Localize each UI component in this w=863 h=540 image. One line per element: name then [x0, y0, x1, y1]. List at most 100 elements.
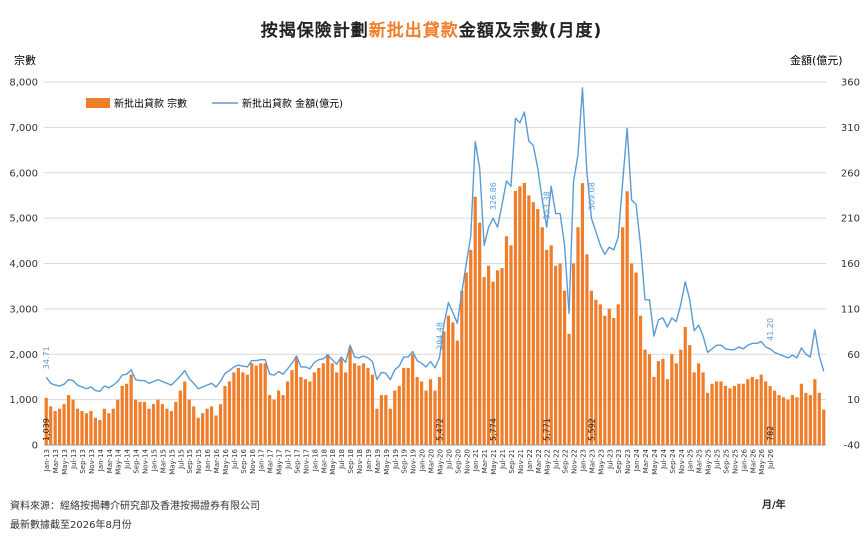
legend-line-label: 新批出貸款 金額(億元): [242, 97, 343, 110]
x-tick-label: Sep-14: [133, 448, 141, 473]
bar: [147, 408, 151, 445]
x-tick-label: Jul-15: [177, 449, 185, 470]
left-tick-label: 5,000: [9, 214, 38, 225]
bar: [196, 417, 200, 445]
right-tick-label: 10: [847, 395, 860, 406]
bar: [111, 408, 115, 445]
x-tick-label: May-20: [436, 449, 444, 475]
bar: [813, 379, 817, 445]
bar: [303, 379, 308, 445]
bar: [607, 308, 611, 445]
bar: [330, 363, 334, 445]
bar: [259, 363, 263, 445]
bar: [209, 406, 214, 445]
bar: [151, 404, 156, 445]
bar: [571, 263, 576, 445]
right-tick-label: 110: [841, 304, 860, 315]
x-tick-label: Mar-24: [642, 448, 650, 473]
x-tick-label: Mar-25: [696, 449, 704, 473]
x-tick-label: Jul-21: [499, 449, 507, 470]
bar: [285, 381, 290, 445]
bar: [598, 304, 602, 445]
x-tick-label: Nov-16: [249, 448, 257, 473]
line-value-label: 41.20: [766, 318, 775, 341]
right-tick-label: 310: [841, 123, 860, 134]
axes: 0 -40 1,000 10 2,000 60 3,000 110 4,000 160 5,000 2…: [9, 78, 860, 475]
bar: [509, 245, 513, 445]
bar: [317, 367, 321, 445]
bar: [393, 390, 397, 445]
bar: [670, 354, 674, 445]
bar: [728, 388, 732, 445]
x-tick-label: Jan-20: [419, 449, 427, 472]
x-tick-label: Sep-13: [79, 449, 87, 474]
bar: [603, 315, 607, 445]
x-tick-label: May-24: [651, 448, 659, 474]
bar: [741, 383, 745, 445]
bar: [379, 395, 383, 445]
x-tick-label: Mar-13: [52, 449, 60, 473]
bar: [478, 222, 482, 445]
bar: [504, 236, 509, 445]
bar: [227, 381, 232, 445]
bar: [661, 358, 665, 445]
bar: [370, 374, 375, 445]
bar: [768, 386, 772, 445]
x-tick-label: Sep-24: [669, 448, 677, 473]
bar: [93, 417, 97, 445]
bar: [281, 395, 285, 445]
bar: [822, 409, 826, 445]
bar: [469, 249, 473, 445]
bar: [460, 290, 464, 445]
left-tick-label: 7,000: [9, 123, 38, 134]
bar: [107, 413, 111, 445]
bar: [335, 372, 339, 445]
bar: [638, 315, 643, 445]
right-axis-title: 金額(億元): [790, 53, 843, 67]
x-tick-label: Mar-22: [535, 449, 543, 473]
bar: [513, 190, 518, 445]
bar: [746, 379, 750, 445]
title-part-3: 金額及宗數(月度): [458, 21, 603, 41]
bar: [156, 399, 160, 445]
x-tick-label: May-23: [597, 449, 605, 475]
bar: [446, 315, 451, 445]
bar: [53, 410, 57, 445]
x-tick-label: Mar-21: [481, 449, 489, 473]
bar: [419, 381, 424, 445]
x-tick-label: Jul-14: [124, 448, 132, 469]
bar: [66, 395, 71, 445]
bar: [750, 376, 754, 445]
x-tick-label: Mar-26: [749, 448, 757, 473]
left-tick-label: 2,000: [9, 350, 38, 361]
bar: [545, 249, 549, 445]
bar: [442, 331, 446, 445]
bar: [428, 379, 433, 445]
bar: [223, 386, 227, 445]
bar: [245, 374, 249, 445]
bar: [558, 263, 562, 445]
bar: [652, 376, 656, 445]
bar: [451, 322, 455, 445]
bar: [616, 304, 620, 445]
x-tick-label: Sep-17: [293, 449, 301, 474]
bar: [397, 386, 401, 445]
bar: [549, 245, 553, 445]
bar: [500, 268, 504, 445]
right-tick-label: 360: [841, 78, 860, 89]
data-date-note: 最新數據截至2026年8月份: [10, 520, 132, 531]
bar: [799, 383, 804, 445]
x-tick-label: Jan-25: [687, 449, 695, 472]
bar: [764, 381, 768, 445]
bar: [527, 195, 531, 445]
value-labels: 1,039 5,472 5,774 5,771 5,592 782 34.71 294.48 3…: [42, 182, 775, 441]
left-tick-label: 6,000: [9, 168, 38, 179]
bar: [424, 390, 428, 445]
bar: [49, 406, 53, 445]
bar: [236, 367, 240, 445]
x-tick-label: Jul-22: [553, 449, 561, 470]
x-tick-label: Nov-23: [624, 449, 632, 474]
bar: [643, 349, 647, 445]
bar: [719, 381, 723, 445]
bar: [562, 290, 567, 445]
